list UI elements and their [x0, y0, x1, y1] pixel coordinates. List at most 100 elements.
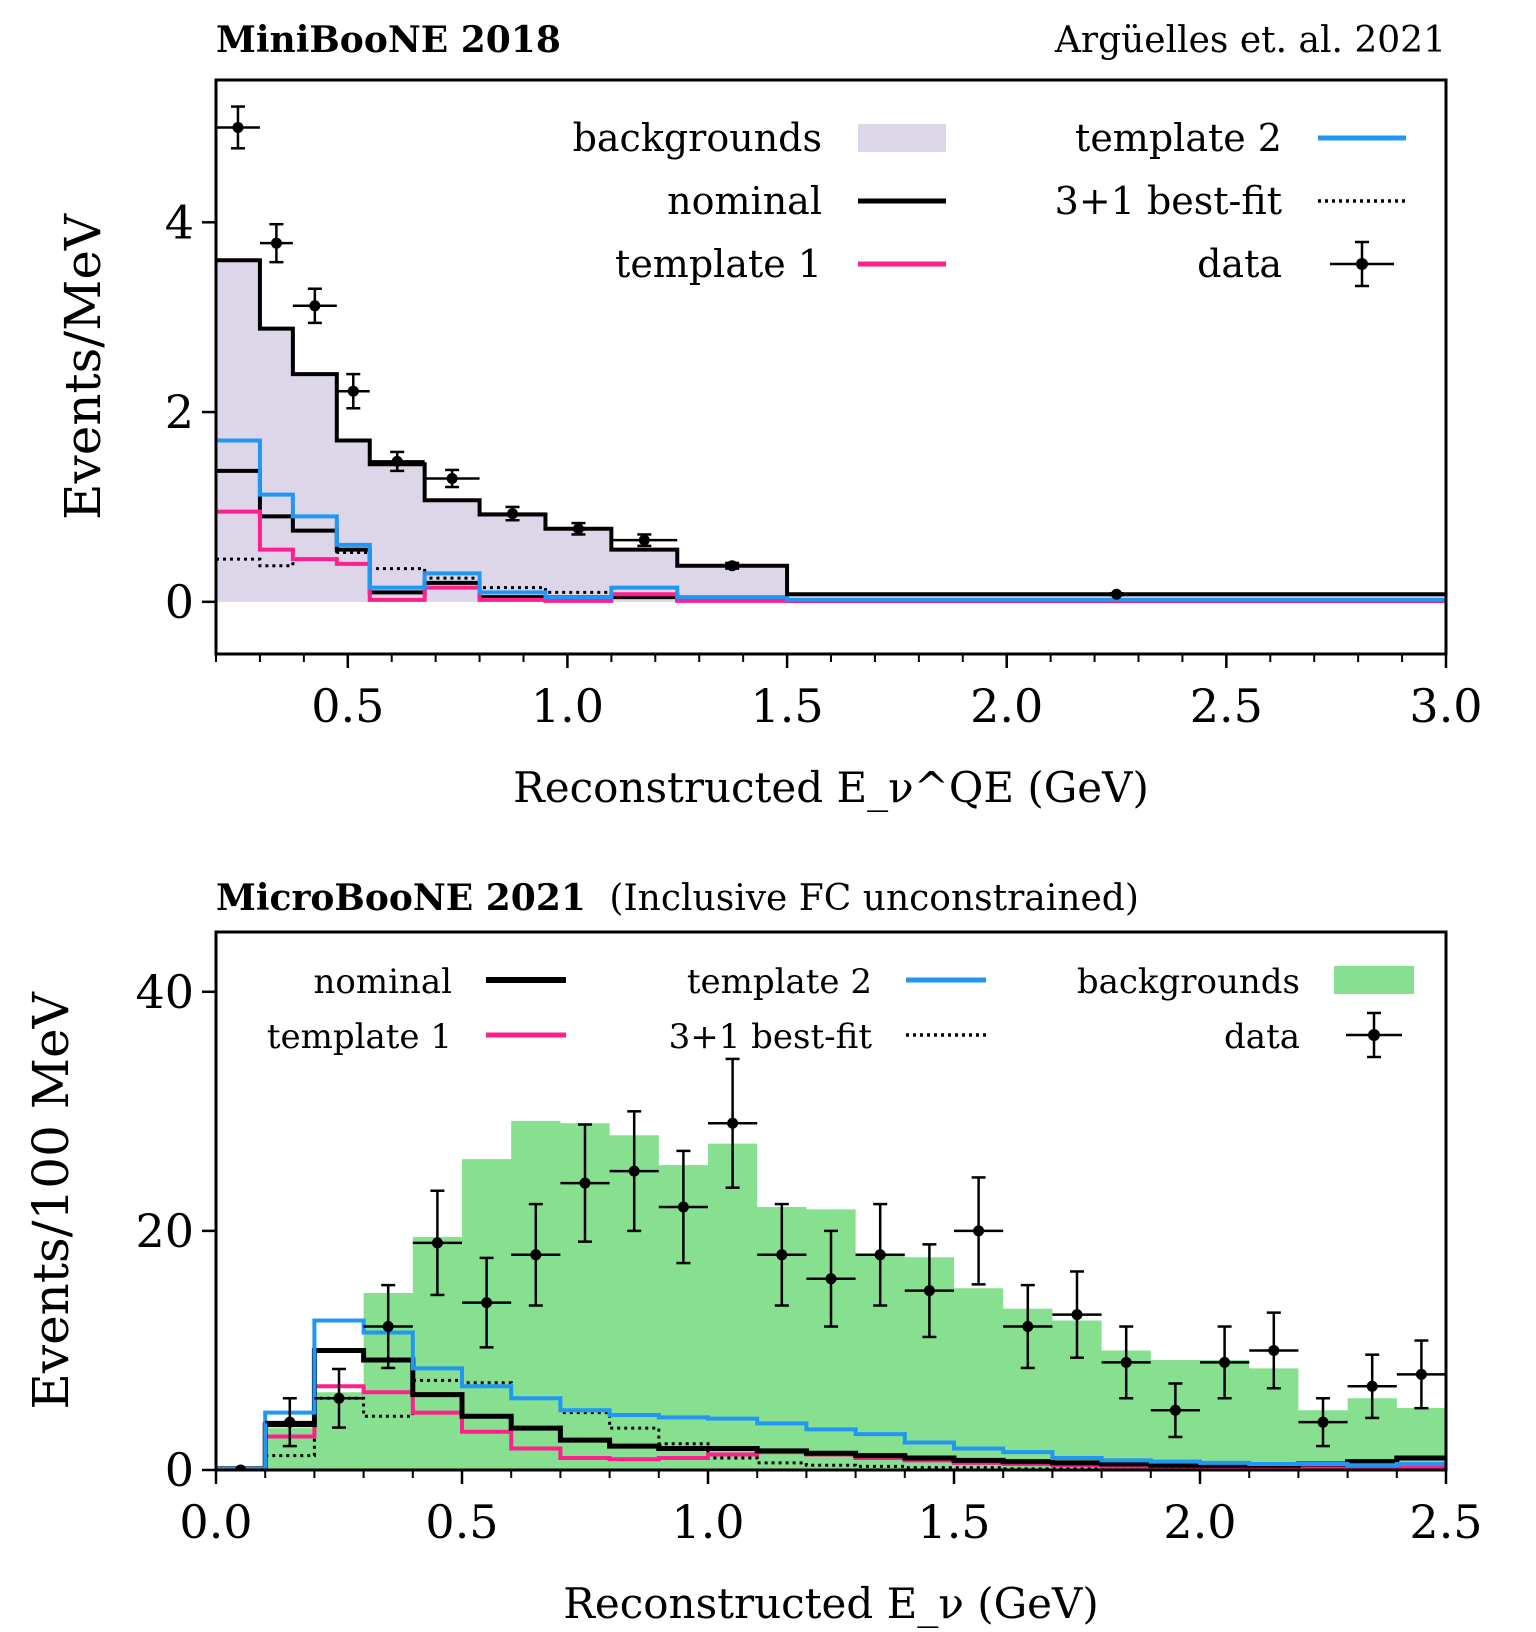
- legend-label: nominal: [313, 962, 452, 1002]
- data-point: [216, 105, 260, 150]
- y-tick-label: 0: [165, 575, 194, 629]
- data-point: [545, 521, 612, 536]
- panel2-frame: [214, 930, 1448, 1472]
- data-point: [904, 1243, 954, 1339]
- data-marker: [973, 1225, 985, 1237]
- data-marker: [507, 508, 519, 520]
- data-marker: [232, 121, 244, 133]
- legend-label: template 1: [267, 1017, 452, 1057]
- legend-label: template 2: [1075, 116, 1282, 160]
- legend-swatch: [858, 124, 946, 152]
- panel2-subtitle: (Inclusive FC unconstrained): [609, 878, 1138, 919]
- data-point: [511, 1202, 561, 1307]
- legend-entry: backgrounds: [573, 116, 946, 160]
- data-point: [1003, 1283, 1053, 1370]
- x-tick-label: 1.5: [750, 679, 823, 733]
- data-marker: [726, 560, 738, 572]
- panel2-plot-area: [216, 1057, 1446, 1470]
- legend-entry: nominal: [313, 962, 566, 1002]
- data-marker: [1366, 1380, 1378, 1392]
- y-axis-label: Events/100 MeV: [22, 991, 80, 1409]
- data-point: [259, 222, 293, 264]
- x-axis: 0.5 1.0 1.5 2.0 2.5 3.0: [215, 654, 1483, 733]
- data-marker: [628, 1165, 640, 1177]
- y-axis-label: Events/MeV: [54, 213, 112, 520]
- data-marker: [530, 1249, 542, 1261]
- legend-entry: nominal: [667, 179, 946, 223]
- data-point: [265, 1397, 315, 1448]
- x-tick-label: 1.0: [671, 1495, 744, 1549]
- x-axis-label: Reconstructed E_ν (GeV): [563, 1579, 1098, 1628]
- x-axis-label: Reconstructed E_ν^QE (GeV): [513, 763, 1149, 812]
- x-tick-label: 0.0: [179, 1495, 252, 1549]
- y-axis: 0 2 4: [165, 195, 216, 629]
- data-point: [1150, 1382, 1200, 1439]
- legend-swatch: [1334, 966, 1414, 994]
- y-tick-label: 4: [165, 195, 194, 249]
- legend-label: 3+1 best-fit: [669, 1017, 873, 1057]
- panel1-plot-area: [216, 105, 1446, 603]
- data-point: [609, 1110, 659, 1233]
- legend-label: data: [1224, 1017, 1300, 1057]
- legend-entry: data: [1197, 240, 1394, 288]
- legend-entry: data: [1224, 1011, 1402, 1059]
- series-template-2: [216, 438, 1446, 602]
- legend-label: 3+1 best-fit: [1055, 179, 1282, 223]
- legend-entry: template 2: [1075, 116, 1406, 160]
- x-tick-label: 2.0: [970, 679, 1043, 733]
- data-marker: [638, 534, 650, 546]
- data-marker: [382, 1321, 394, 1333]
- data-marker: [825, 1273, 837, 1285]
- data-marker: [1120, 1356, 1132, 1368]
- panel2-title: MicroBooNE 2021 (Inclusive FC unconstrai…: [216, 877, 1139, 919]
- panel1-citation: Argüelles et. al. 2021: [1054, 20, 1446, 61]
- legend-entry: 3+1 best-fit: [1055, 179, 1406, 223]
- legend-label: template 1: [615, 242, 822, 286]
- data-point: [1200, 1325, 1250, 1400]
- data-point: [560, 1123, 610, 1243]
- data-point: [1249, 1311, 1299, 1390]
- panel1-title: MiniBooNE 2018: [216, 19, 561, 61]
- data-point: [412, 1189, 462, 1297]
- data-point: [1052, 1270, 1102, 1359]
- data-marker: [347, 385, 359, 397]
- y-tick-label: 2: [165, 385, 194, 439]
- legend: nominal template 1 template 2 3+1 best-fit b…: [267, 962, 1414, 1059]
- legend-label: nominal: [667, 179, 822, 223]
- series-nominal: [216, 258, 1446, 597]
- data-marker: [874, 1249, 886, 1261]
- data-point: [954, 1176, 1004, 1286]
- data-marker: [572, 523, 584, 535]
- data-point: [677, 560, 788, 572]
- x-tick-label: 2.0: [1163, 1495, 1236, 1549]
- panel-miniboone: 0.5 1.0 1.5 2.0 2.5 3.0 0 2 4 Reconstructed E_ν^Q…: [54, 78, 1483, 812]
- series-nominal: [216, 1347, 1446, 1470]
- data-point: [1298, 1397, 1348, 1448]
- legend-entry: template 1: [267, 1017, 566, 1057]
- series-template-2: [216, 1318, 1446, 1470]
- data-marker: [1111, 588, 1123, 600]
- data-marker: [1219, 1356, 1231, 1368]
- data-point: [806, 1229, 856, 1328]
- data-marker: [431, 1237, 443, 1249]
- data-points: [216, 1057, 1446, 1470]
- x-axis: 0.0 0.5 1.0 1.5 2.0 2.5: [179, 1470, 1483, 1549]
- data-point: [611, 533, 678, 548]
- data-marker: [481, 1297, 493, 1309]
- x-tick-label: 3.0: [1409, 679, 1482, 733]
- panel2-title-bold: MicroBooNE 2021: [216, 877, 586, 919]
- data-point: [1101, 1325, 1151, 1400]
- legend-marker: [1368, 1029, 1380, 1041]
- legend-label: data: [1197, 242, 1282, 286]
- data-point: [363, 1283, 413, 1370]
- data-marker: [1169, 1404, 1181, 1416]
- data-marker: [1071, 1309, 1083, 1321]
- data-point: [658, 1149, 708, 1265]
- legend: backgrounds nominal template 1 template 2 3+…: [573, 116, 1406, 288]
- legend-entry: template 2: [687, 962, 986, 1002]
- data-point: [462, 1256, 512, 1349]
- y-tick-label: 40: [135, 965, 194, 1019]
- legend-label: template 2: [687, 962, 872, 1002]
- data-point: [757, 1202, 807, 1307]
- panel-microboone: 0.0 0.5 1.0 1.5 2.0 2.5 0 20 40 Reconstructed E_ν…: [22, 930, 1483, 1628]
